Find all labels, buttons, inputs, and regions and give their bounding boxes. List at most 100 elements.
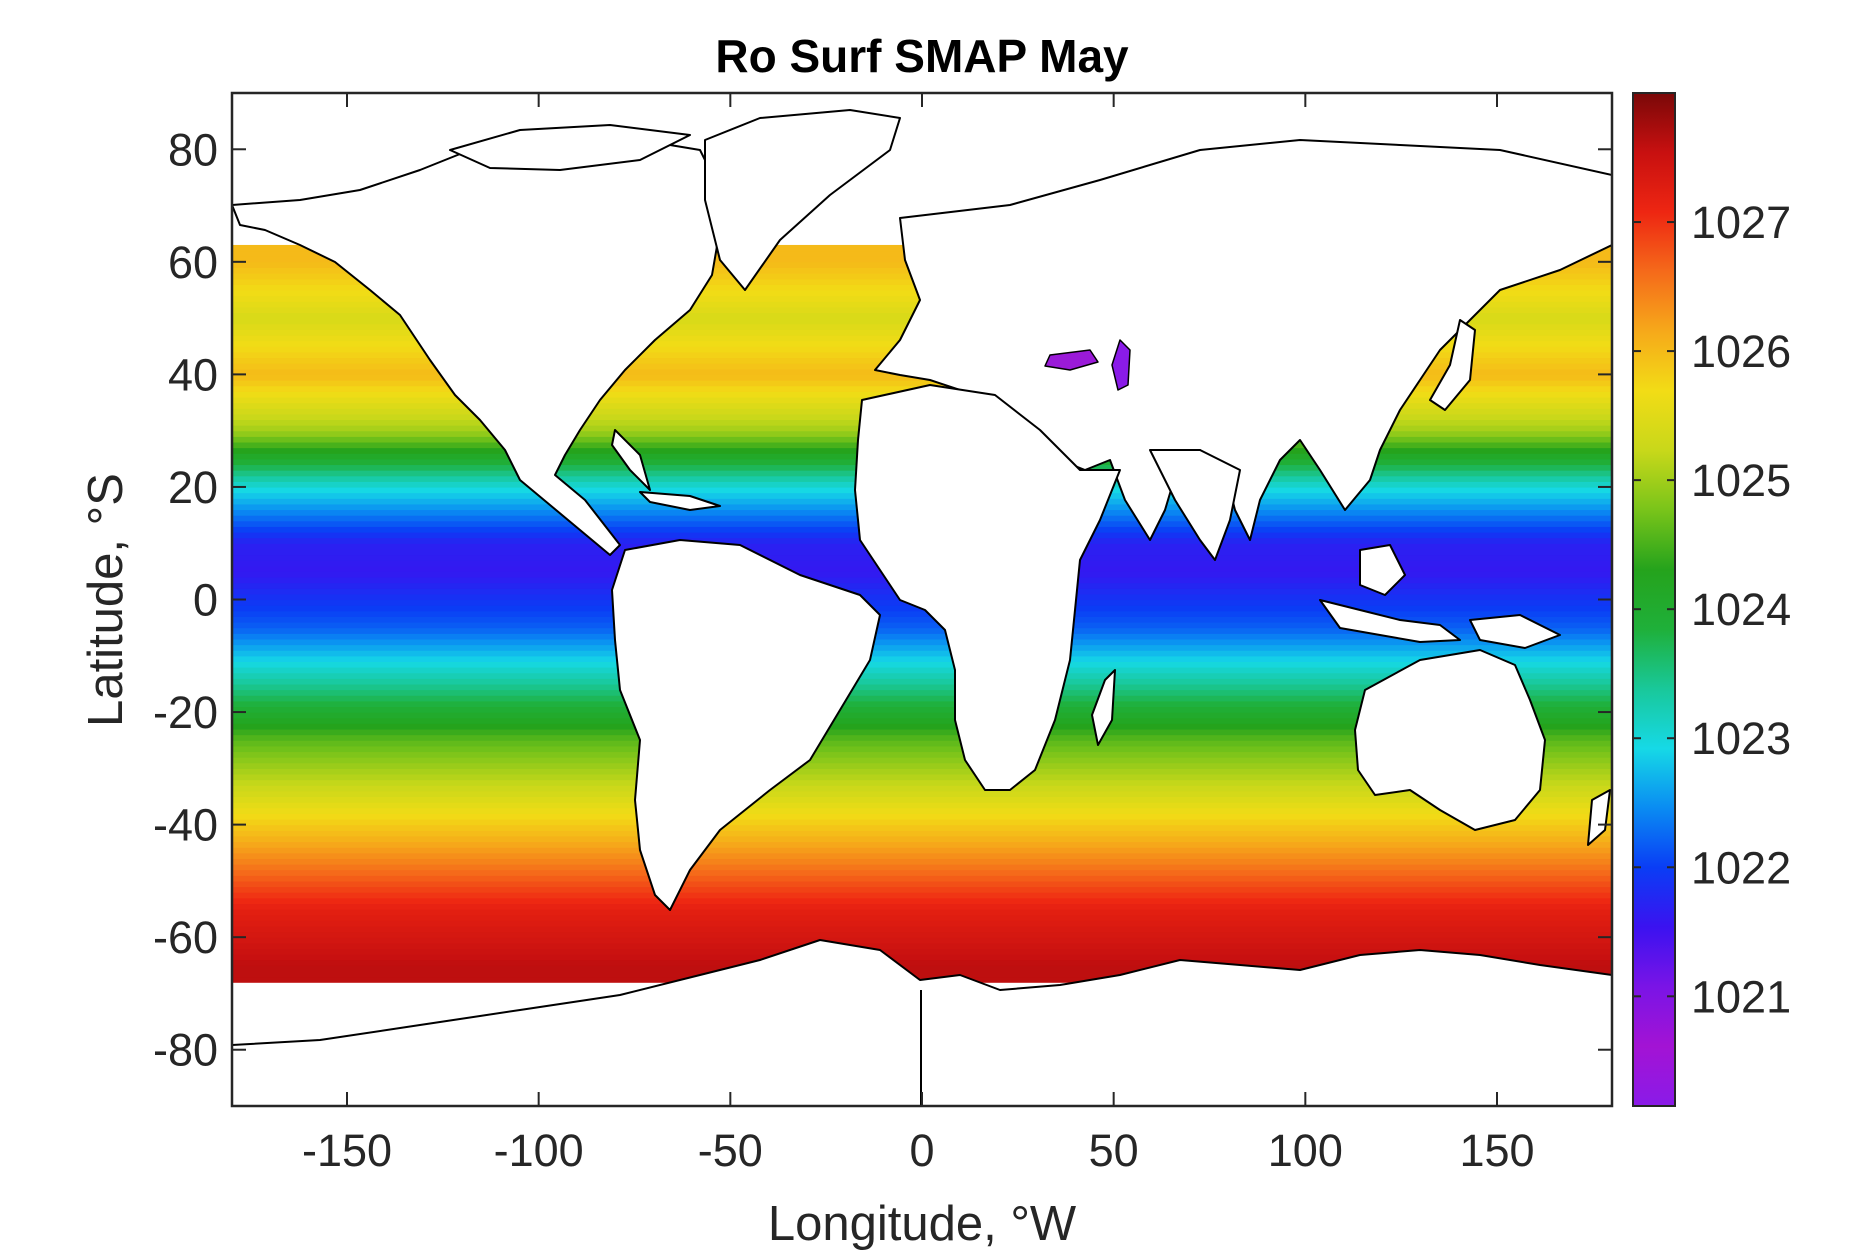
density-band (232, 661, 1612, 668)
density-band (232, 762, 1612, 769)
density-band (232, 914, 1612, 921)
y-tick-label: 60 (168, 237, 218, 288)
density-band (232, 903, 1612, 910)
density-band (232, 667, 1612, 674)
florida-land (611, 429, 651, 491)
density-band (232, 796, 1612, 803)
density-band (232, 818, 1612, 826)
caspian-sea (1111, 339, 1131, 391)
density-band (232, 655, 1612, 663)
density-band (232, 925, 1612, 933)
density-band (232, 779, 1612, 786)
density-band (232, 937, 1612, 944)
y-tick-label: -60 (153, 912, 218, 963)
density-band (232, 909, 1612, 916)
density-band (232, 852, 1612, 859)
density-band (232, 644, 1612, 651)
density-band (232, 700, 1612, 708)
density-band (232, 858, 1612, 865)
x-tick-label: -150 (302, 1125, 392, 1176)
density-band (232, 622, 1612, 629)
y-axis: 80 60 40 20 0 -20 -40 -60 -80 (153, 124, 1612, 1076)
density-band (232, 380, 1612, 387)
density-band (232, 638, 1612, 646)
density-band (232, 728, 1612, 736)
density-band (232, 740, 1612, 747)
density-band (232, 942, 1612, 950)
density-band (232, 633, 1612, 640)
density-band (232, 790, 1612, 798)
density-band (232, 610, 1612, 617)
density-band (232, 751, 1612, 758)
colorbar-gradient (1632, 92, 1676, 1107)
x-tick-label: 150 (1459, 1125, 1534, 1176)
density-band (232, 723, 1612, 730)
density-band (232, 678, 1612, 685)
density-band (232, 847, 1612, 854)
density-band (232, 835, 1612, 843)
density-band (232, 717, 1612, 724)
colorbar-ticks: 1021 1022 1023 1024 1025 1026 1027 (1633, 197, 1791, 1022)
density-band (232, 745, 1612, 753)
density-band (232, 802, 1612, 809)
density-band (232, 768, 1612, 775)
y-tick-label: -40 (153, 800, 218, 851)
density-band (232, 683, 1612, 691)
density-band (232, 734, 1612, 741)
density-band (232, 920, 1612, 927)
x-tick-label: -50 (698, 1125, 763, 1176)
density-band (232, 650, 1612, 657)
density-band (232, 892, 1612, 899)
x-tick-label: 0 (909, 1125, 934, 1176)
colorbar-tick-label: 1021 (1691, 971, 1791, 1022)
new-zealand-land (1587, 789, 1611, 846)
density-band (232, 813, 1612, 820)
density-band (232, 830, 1612, 837)
colorbar-tick-label: 1027 (1691, 197, 1791, 248)
density-band (232, 706, 1612, 713)
africa-land (854, 384, 1121, 791)
density-band (232, 785, 1612, 792)
y-tick-label: -80 (153, 1025, 218, 1076)
new-guinea-land (1469, 614, 1561, 649)
greenland-land (704, 109, 901, 291)
black-sea (1044, 349, 1099, 371)
x-axis: -150 -100 -50 0 50 100 150 (302, 93, 1535, 1176)
density-band (232, 824, 1612, 831)
y-tick-label: -20 (153, 687, 218, 738)
y-tick-label: 20 (168, 462, 218, 513)
colorbar: 1021 1022 1023 1024 1025 1026 1027 (1632, 92, 1791, 1107)
y-tick-label: 0 (193, 575, 218, 626)
density-band (232, 695, 1612, 702)
density-band (232, 869, 1612, 876)
land-masks (232, 109, 1612, 1106)
density-band (232, 864, 1612, 871)
y-axis-label: Latitude, °S (79, 473, 133, 727)
x-tick-label: -100 (494, 1125, 584, 1176)
south-america-land (611, 539, 881, 911)
colorbar-tick-label: 1022 (1691, 842, 1791, 893)
density-band (232, 880, 1612, 888)
india-land (1149, 449, 1241, 561)
madagascar-land (1091, 669, 1116, 746)
arctic-islands-land (449, 124, 691, 171)
indonesia-land (1319, 599, 1461, 643)
chart-title: Ro Surf SMAP May (715, 30, 1129, 82)
density-band (232, 931, 1612, 938)
density-band (232, 689, 1612, 696)
plot-area (232, 93, 1612, 1106)
density-band (232, 875, 1612, 882)
density-band (232, 773, 1612, 781)
density-band (232, 948, 1612, 955)
y-tick-label: 40 (168, 349, 218, 400)
density-band (232, 965, 1612, 972)
density-band (232, 886, 1612, 893)
density-band (232, 841, 1612, 848)
density-band (232, 712, 1612, 719)
density-band (232, 897, 1612, 904)
caribbean-land (639, 491, 721, 511)
japan-land (1429, 319, 1476, 411)
density-band (232, 959, 1612, 966)
density-band (232, 757, 1612, 764)
